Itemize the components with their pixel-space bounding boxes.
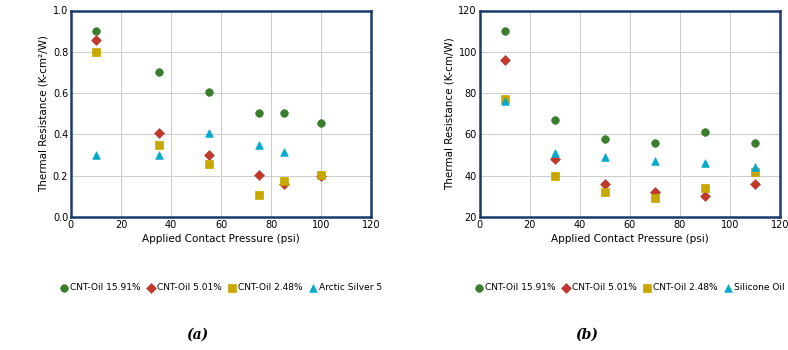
CNT-Oil 15.91%	[252, 110, 265, 116]
Silicone Oil	[749, 164, 761, 170]
Text: (b): (b)	[575, 327, 599, 341]
CNT-Oil 15.91%	[548, 117, 561, 123]
Arctic Silver 5	[203, 131, 215, 136]
CNT-Oil 5.01%	[548, 156, 561, 162]
CNT-Oil 5.01%	[203, 152, 215, 158]
Y-axis label: Thermal Resistance (K-cm²/W): Thermal Resistance (K-cm²/W)	[39, 35, 49, 192]
CNT-Oil 5.01%	[599, 181, 611, 187]
CNT-Oil 5.01%	[152, 131, 165, 136]
CNT-Oil 5.01%	[649, 189, 661, 195]
CNT-Oil 15.91%	[90, 28, 102, 34]
Y-axis label: Thermal Resistance (K-cm/W): Thermal Resistance (K-cm/W)	[444, 37, 454, 190]
Arctic Silver 5	[277, 149, 290, 155]
CNT-Oil 15.91%	[649, 140, 661, 146]
Text: (a): (a)	[186, 327, 208, 341]
CNT-Oil 5.01%	[252, 172, 265, 177]
CNT-Oil 5.01%	[498, 57, 511, 63]
CNT-Oil 15.91%	[699, 130, 712, 135]
Arctic Silver 5	[90, 152, 102, 158]
CNT-Oil 5.01%	[749, 181, 761, 187]
CNT-Oil 2.48%	[203, 162, 215, 167]
Silicone Oil	[699, 161, 712, 166]
CNT-Oil 2.48%	[699, 185, 712, 191]
Arctic Silver 5	[152, 152, 165, 158]
X-axis label: Applied Contact Pressure (psi): Applied Contact Pressure (psi)	[551, 234, 708, 244]
CNT-Oil 2.48%	[548, 173, 561, 178]
CNT-Oil 5.01%	[277, 181, 290, 187]
CNT-Oil 15.91%	[498, 28, 511, 34]
CNT-Oil 5.01%	[699, 194, 712, 199]
CNT-Oil 2.48%	[649, 196, 661, 201]
CNT-Oil 2.48%	[749, 169, 761, 174]
Silicone Oil	[649, 159, 661, 164]
Silicone Oil	[548, 150, 561, 156]
CNT-Oil 2.48%	[152, 142, 165, 148]
CNT-Oil 15.91%	[749, 140, 761, 146]
X-axis label: Applied Contact Pressure (psi): Applied Contact Pressure (psi)	[143, 234, 300, 244]
CNT-Oil 2.48%	[315, 172, 328, 177]
CNT-Oil 15.91%	[152, 70, 165, 75]
CNT-Oil 2.48%	[252, 193, 265, 198]
CNT-Oil 15.91%	[277, 110, 290, 116]
CNT-Oil 2.48%	[599, 189, 611, 195]
CNT-Oil 5.01%	[90, 38, 102, 43]
Silicone Oil	[599, 154, 611, 160]
CNT-Oil 2.48%	[498, 97, 511, 102]
CNT-Oil 2.48%	[90, 49, 102, 55]
Legend: CNT-Oil 15.91%, CNT-Oil 5.01%, CNT-Oil 2.48%, Arctic Silver 5: CNT-Oil 15.91%, CNT-Oil 5.01%, CNT-Oil 2…	[60, 284, 382, 293]
CNT-Oil 15.91%	[599, 136, 611, 141]
CNT-Oil 15.91%	[203, 89, 215, 95]
Legend: CNT-Oil 15.91%, CNT-Oil 5.01%, CNT-Oil 2.48%, Silicone Oil: CNT-Oil 15.91%, CNT-Oil 5.01%, CNT-Oil 2…	[475, 284, 785, 293]
CNT-Oil 15.91%	[315, 120, 328, 126]
Arctic Silver 5	[252, 142, 265, 148]
Silicone Oil	[498, 99, 511, 104]
CNT-Oil 5.01%	[315, 173, 328, 178]
CNT-Oil 2.48%	[277, 178, 290, 184]
